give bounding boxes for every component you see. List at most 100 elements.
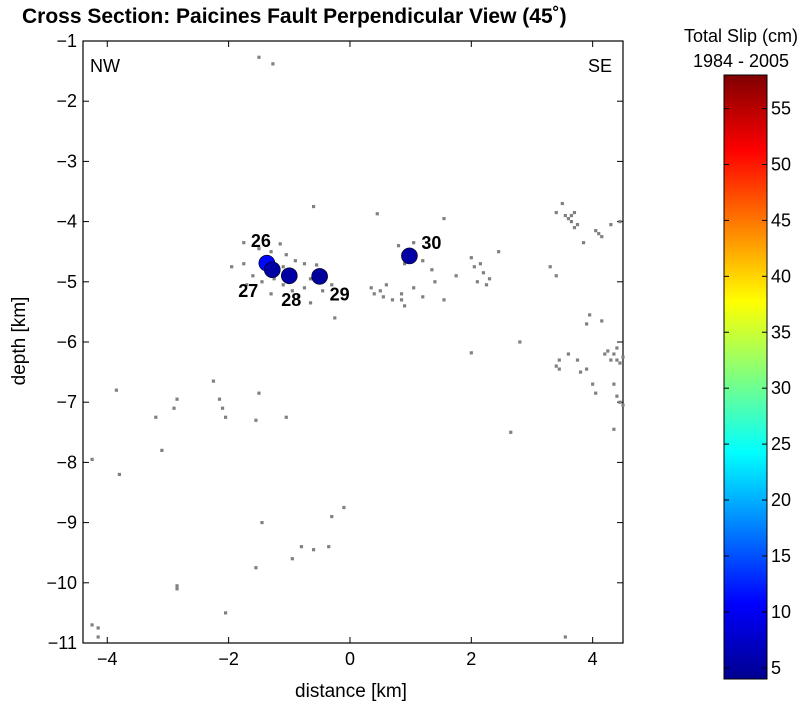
event-dot xyxy=(548,265,552,269)
event-dot xyxy=(90,623,94,627)
event-dot xyxy=(333,316,337,320)
event-dot xyxy=(260,521,264,525)
event-dot xyxy=(369,286,373,290)
event-dot xyxy=(242,241,246,245)
event-dot xyxy=(90,457,94,461)
event-dot xyxy=(223,415,228,419)
event-dot xyxy=(372,292,376,296)
event-dot xyxy=(591,382,595,386)
event-dot xyxy=(175,587,179,591)
colorbar-tick-label: 20 xyxy=(771,490,791,510)
event-dot xyxy=(603,352,607,356)
event-dot xyxy=(572,210,577,215)
event-dot xyxy=(114,388,118,392)
event-dot xyxy=(469,256,473,260)
event-dot xyxy=(615,346,619,350)
y-tick-label: −1 xyxy=(56,31,77,51)
event-dot xyxy=(172,406,176,410)
event-dot xyxy=(375,212,379,216)
event-dot xyxy=(600,319,604,323)
x-tick-label: 0 xyxy=(345,649,355,669)
event-dot xyxy=(612,352,616,356)
slip-circle xyxy=(401,247,418,265)
event-dot xyxy=(569,213,574,218)
event-dot xyxy=(612,382,616,386)
event-dot xyxy=(257,391,261,395)
event-dot xyxy=(281,265,285,269)
event-dot xyxy=(269,250,273,254)
colorbar-tick-label: 25 xyxy=(771,434,791,454)
colorbar-tick-label: 55 xyxy=(771,99,791,119)
event-dot xyxy=(615,394,619,398)
y-tick-label: −2 xyxy=(56,91,77,111)
event-dot xyxy=(560,201,564,206)
y-tick-label: −3 xyxy=(56,151,77,171)
event-dot xyxy=(378,289,382,293)
event-dot xyxy=(272,277,276,281)
y-tick-label: −11 xyxy=(48,633,77,653)
event-dot xyxy=(421,295,425,299)
event-dot xyxy=(518,340,522,344)
slip-circle-label: 28 xyxy=(281,290,301,310)
slip-circle-label: 27 xyxy=(238,281,258,301)
slip-circle xyxy=(311,268,328,285)
event-dot xyxy=(251,274,255,278)
slip-circle xyxy=(264,261,281,279)
event-dot xyxy=(290,289,294,293)
event-dot xyxy=(433,280,437,284)
colorbar-tick-label: 35 xyxy=(771,322,791,342)
event-dot xyxy=(594,391,598,395)
event-dot xyxy=(430,268,434,272)
y-tick-label: −6 xyxy=(56,332,77,352)
event-dot xyxy=(581,241,586,245)
event-dot xyxy=(311,204,316,209)
event-dot xyxy=(271,62,275,66)
colorbar: Total Slip (cm) 1984 - 2005 5 10 15 20 25 30 3… xyxy=(684,26,798,680)
event-dot xyxy=(284,415,288,419)
colorbar-tick-label: 45 xyxy=(771,210,791,230)
colorbar-tick-label: 10 xyxy=(771,602,791,622)
x-tick-label: −2 xyxy=(218,649,239,669)
event-dot xyxy=(566,352,570,356)
event-dot xyxy=(96,626,100,630)
event-dot xyxy=(260,280,264,284)
event-dot xyxy=(609,223,613,227)
event-dot xyxy=(442,216,446,221)
event-dot xyxy=(314,263,319,267)
event-dot xyxy=(557,367,561,371)
corner-label-nw: NW xyxy=(90,56,120,76)
event-dot xyxy=(175,397,179,401)
colorbar-tick-label: 30 xyxy=(771,378,791,398)
event-dot xyxy=(299,545,304,549)
slip-circle-label: 30 xyxy=(421,233,441,253)
event-dot xyxy=(154,415,158,419)
event-dot xyxy=(509,430,513,434)
event-dot xyxy=(396,244,401,248)
event-dot xyxy=(175,584,179,588)
event-dot xyxy=(554,210,558,215)
event-dot xyxy=(487,277,492,281)
event-dot xyxy=(402,262,407,266)
event-dot xyxy=(330,514,334,519)
event-dot xyxy=(421,259,425,263)
event-dot xyxy=(442,298,446,302)
colorbar-ticks: 5 10 15 20 25 30 35 40 45 50 55 xyxy=(724,99,791,678)
event-dot xyxy=(296,295,300,299)
y-axis: −1 −2 −3 −4 −5 −6 −7 −8 −9 −10 −11 xyxy=(46,31,623,653)
event-dot xyxy=(290,557,294,561)
event-dot xyxy=(390,298,395,302)
event-dot xyxy=(311,548,316,552)
colorbar-tick-label: 50 xyxy=(771,154,791,174)
y-tick-label: −10 xyxy=(46,573,77,593)
event-dot xyxy=(481,271,486,275)
event-dot xyxy=(302,286,307,290)
event-dot xyxy=(563,635,567,639)
colorbar-tick-label: 15 xyxy=(771,546,791,566)
event-dot xyxy=(575,223,580,227)
event-dot xyxy=(245,283,249,287)
event-dot xyxy=(584,367,589,371)
event-dot xyxy=(278,242,282,246)
event-dot xyxy=(284,253,288,257)
event-dot xyxy=(399,298,404,302)
